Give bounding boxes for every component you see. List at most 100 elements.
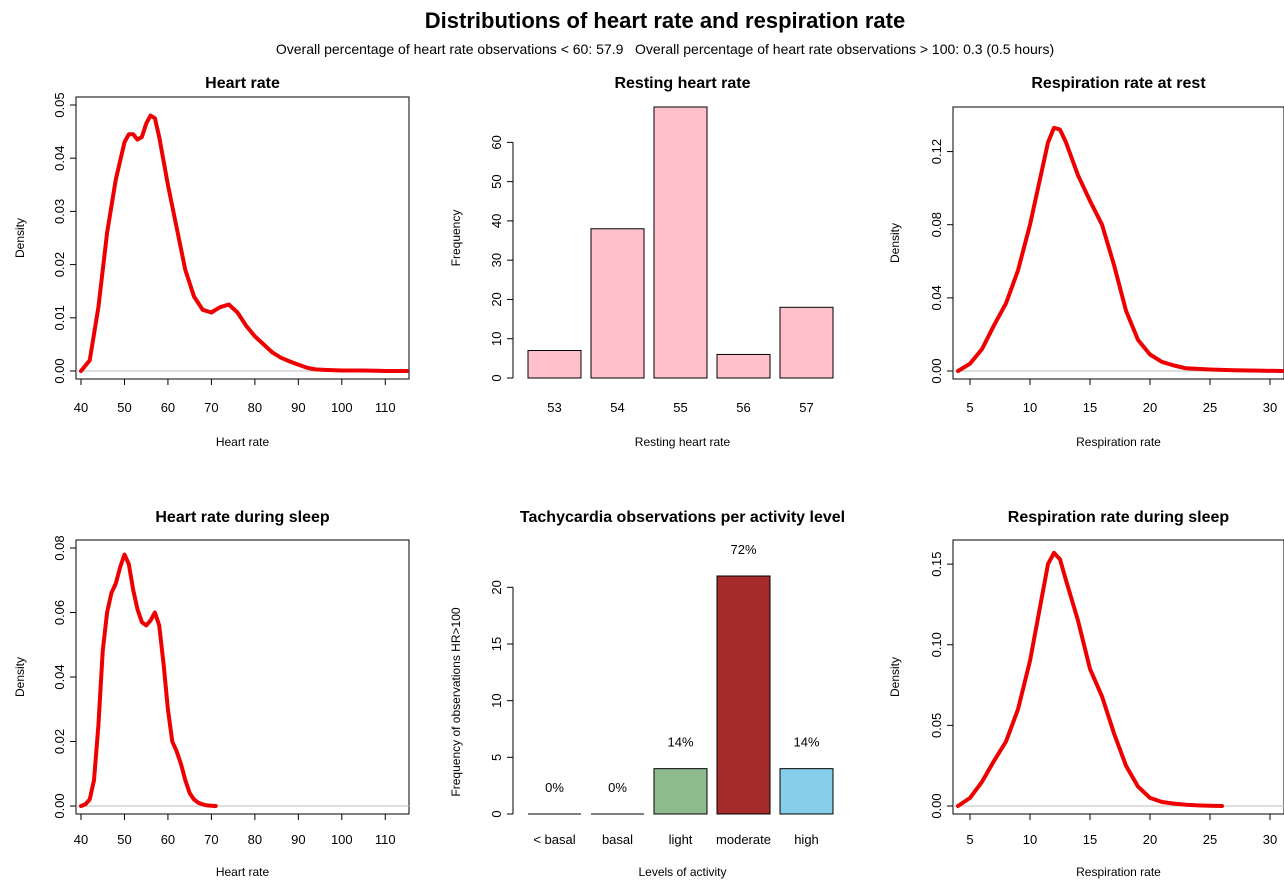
x-tick-label: 56 (736, 400, 750, 415)
data-point (124, 554, 125, 555)
panel-title: Respiration rate at rest (1031, 75, 1206, 92)
y-tick-label: 0.12 (929, 139, 944, 164)
y-tick-label: 0.03 (52, 199, 67, 224)
data-point (1185, 804, 1186, 805)
data-point (219, 307, 220, 308)
data-point (1137, 786, 1138, 787)
data-point (141, 622, 142, 623)
figure-title: Distributions of heart rate and respirat… (425, 8, 905, 33)
panel-title: Respiration rate during sleep (1008, 509, 1230, 526)
data-point (246, 325, 247, 326)
data-point (102, 651, 103, 652)
data-point (1149, 797, 1150, 798)
data-point (1029, 660, 1030, 661)
x-axis-label: Resting heart rate (635, 435, 731, 449)
y-tick-label: 0.08 (52, 535, 67, 560)
data-point (324, 369, 325, 370)
y-tick-label: 10 (489, 331, 504, 345)
data-point (1089, 668, 1090, 669)
bar (590, 228, 645, 379)
data-point (80, 805, 81, 806)
y-tick-label: 0.04 (52, 146, 67, 171)
x-axis-label: Heart rate (216, 435, 270, 449)
data-point (993, 325, 994, 326)
data-point (981, 348, 982, 349)
y-tick-label: 0 (489, 374, 504, 381)
y-axis-label: Frequency of observations HR>100 (449, 607, 463, 796)
data-point (189, 793, 190, 794)
plot-frame (952, 106, 1284, 380)
data-point (1059, 559, 1060, 560)
data-point (1221, 805, 1222, 806)
data-point (111, 593, 112, 594)
data-point (150, 620, 151, 621)
y-tick-label: 0.05 (52, 92, 67, 117)
data-label: 0% (545, 780, 564, 795)
data-point (254, 336, 255, 337)
data-point (280, 357, 281, 358)
data-point (1041, 169, 1042, 170)
data-point (1005, 741, 1006, 742)
data-point (80, 370, 81, 371)
x-tick-label: 100 (331, 832, 353, 847)
data-point (263, 344, 264, 345)
panel-rhr: Resting heart rate 0 10 20 30 40 50 60 53 54 55 56 5… (449, 75, 834, 449)
x-tick-label: 20 (1143, 400, 1157, 415)
data-point (198, 802, 199, 803)
plot-frame (75, 539, 410, 815)
y-tick-label: 5 (489, 754, 504, 761)
data-point (137, 139, 138, 140)
y-tick-label: 0.00 (929, 358, 944, 383)
y-tick-label: 0.06 (52, 600, 67, 625)
x-axis-label: Respiration rate (1076, 865, 1161, 879)
x-axis-label: Heart rate (216, 865, 270, 879)
x-tick-label: 110 (375, 400, 396, 415)
data-point (969, 363, 970, 364)
x-tick-label: 40 (74, 832, 88, 847)
data-point (1017, 270, 1018, 271)
x-tick-label: 5 (966, 832, 973, 847)
y-tick-label: 0.10 (929, 632, 944, 657)
data-point (211, 312, 212, 313)
y-tick-label: 0.04 (52, 664, 67, 689)
x-tick-label: 30 (1263, 400, 1277, 415)
data-point (1281, 370, 1282, 371)
data-point (1197, 805, 1198, 806)
data-point (1173, 365, 1174, 366)
density-line (956, 550, 1224, 808)
x-tick-label: 30 (1263, 832, 1277, 847)
x-tick-label: 80 (248, 400, 262, 415)
x-axis-label: Levels of activity (638, 865, 726, 879)
data-point (289, 361, 290, 362)
data-point (172, 741, 173, 742)
y-tick-label: 0.02 (52, 252, 67, 277)
panel-rrs: Respiration rate during sleep 5 10 15 20 25 30… (888, 509, 1284, 879)
data-point (89, 360, 90, 361)
x-tick-label: 60 (161, 832, 175, 847)
y-tick-label: 30 (489, 253, 504, 267)
data-point (1161, 801, 1162, 802)
data-point (185, 780, 186, 781)
data-point (98, 725, 99, 726)
x-tick-label: 100 (331, 400, 353, 415)
panel-hrs: Heart rate during sleep 40 50 60 70 80 90 100 11… (13, 509, 410, 879)
data-label: 14% (667, 735, 693, 750)
y-tick-label: 10 (489, 693, 504, 707)
data-point (1017, 709, 1018, 710)
data-point (1125, 765, 1126, 766)
plot-frame (952, 539, 1284, 815)
data-point (1065, 580, 1066, 581)
data-point (1077, 620, 1078, 621)
data-point (228, 304, 229, 305)
panel-title: Tachycardia observations per activity le… (520, 509, 845, 526)
data-point (1173, 803, 1174, 804)
panel-rr: Respiration rate at rest 5 10 15 20 25 30 0.00 0… (888, 75, 1284, 449)
x-tick-label: 50 (117, 400, 131, 415)
data-point (1257, 370, 1258, 371)
x-tick-label: 5 (966, 400, 973, 415)
data-point (115, 583, 116, 584)
data-label: 0% (608, 780, 627, 795)
data-point (306, 367, 307, 368)
x-tick-label: 10 (1023, 400, 1037, 415)
x-tick-label: 60 (161, 400, 175, 415)
